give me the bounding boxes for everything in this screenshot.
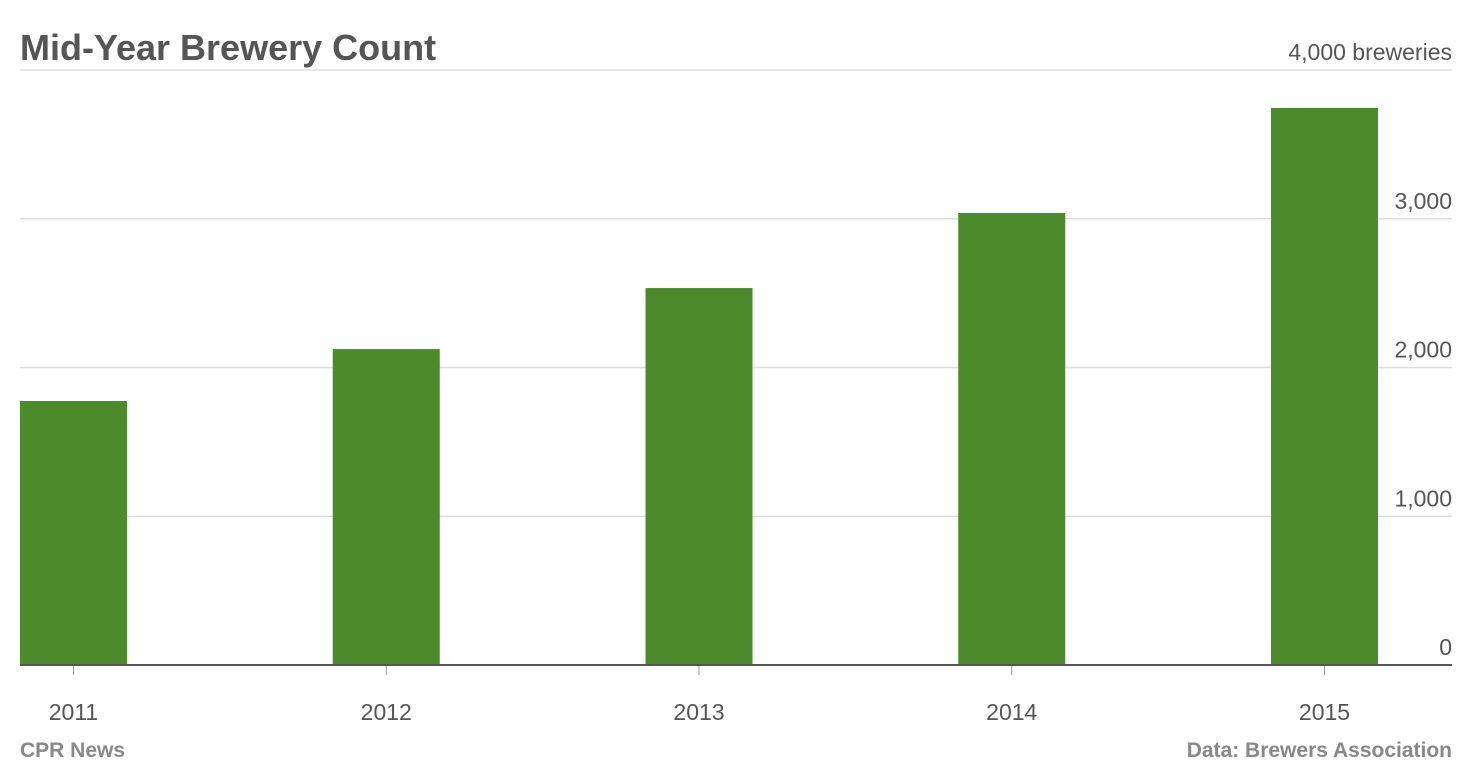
chart-title: Mid-Year Brewery Count [20,27,436,68]
y-tick-label: 2,000 [1394,337,1452,363]
bar [645,288,753,665]
bar [20,400,127,665]
x-tick-label: 2012 [361,699,412,725]
x-tick-label: 2014 [986,699,1037,725]
bar [1271,107,1378,665]
credit: CPR News [20,739,125,762]
y-tick-label: 0 [1439,634,1452,660]
y-tick-label: 4,000 breweries [1288,39,1452,65]
x-tick-label: 2011 [49,699,98,725]
bar [958,212,1066,666]
x-tick-label: 2013 [673,699,724,725]
y-tick-label: 3,000 [1394,188,1452,214]
y-tick-label: 1,000 [1394,485,1452,511]
x-tick-label: 2015 [1299,699,1350,725]
source: Data: Brewers Association [1187,739,1452,762]
bar [332,349,440,665]
